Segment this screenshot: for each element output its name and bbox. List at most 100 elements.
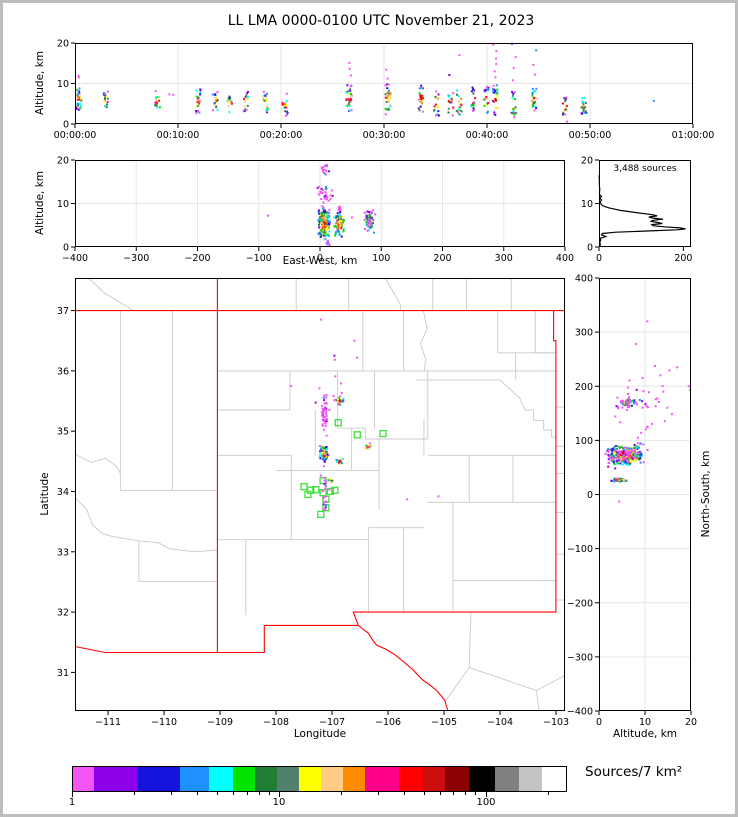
tick-label: 0 xyxy=(587,243,593,254)
map-panel: −111 −110 −109 −108 −107 −106 −105 −104 −103 31 32… xyxy=(57,277,569,728)
tick-label: 00:00:00 xyxy=(54,130,97,141)
colorbar-tick xyxy=(440,792,441,795)
colorbar-segment xyxy=(542,767,566,791)
state-border xyxy=(74,278,565,712)
ylabel-ns-height: North-South, km xyxy=(700,450,712,538)
colorbar-tick xyxy=(378,792,379,795)
scatter-points xyxy=(316,163,377,247)
tick-label: 0 xyxy=(596,717,602,728)
tick-label: −107 xyxy=(319,717,345,728)
tick-label: 200 xyxy=(575,382,593,393)
tick-label: −100 xyxy=(246,253,272,264)
tick-label: 400 xyxy=(556,253,574,264)
tick-label: −400 xyxy=(567,707,593,718)
colorbar-tick xyxy=(247,792,248,795)
colorbar-tick xyxy=(548,792,549,795)
station-markers xyxy=(300,419,387,519)
colorbar-segment xyxy=(422,767,446,791)
tick-label: 35 xyxy=(57,427,69,438)
tick-label: 20 xyxy=(57,156,69,167)
colorbar-tick xyxy=(486,792,487,797)
axis-ticks: 00:00:00 00:10:00 00:20:00 00:30:00 00:40:00… xyxy=(54,39,715,142)
sparse-dots xyxy=(266,214,353,219)
ylabel-ew-height-altitude: Altitude, km xyxy=(34,170,46,236)
colorbar-segment xyxy=(179,767,210,791)
colorbar-segment xyxy=(398,767,423,791)
tick-label: −108 xyxy=(263,717,289,728)
colorbar-tick xyxy=(465,792,466,795)
plot-canvas: 00:00:00 00:10:00 00:20:00 00:30:00 00:40:00… xyxy=(54,39,715,142)
tick-label: 0 xyxy=(587,490,593,501)
colorbar-segment xyxy=(364,767,399,791)
page-title: LL LMA 0000-0100 UTC November 21, 2023 xyxy=(227,13,535,29)
plot-canvas: 0 10 20 400 300 200 100 0 −100 −200 −300 −400 xyxy=(567,274,697,729)
sparse-dots xyxy=(618,320,692,503)
tick-label: −103 xyxy=(543,717,569,728)
county-lines xyxy=(74,277,566,712)
colorbar-tick xyxy=(475,792,476,795)
colorbar-label: Sources/7 km² xyxy=(585,764,683,780)
tick-label: 00:10:00 xyxy=(157,130,200,141)
colorbar-tick-label: 100 xyxy=(476,797,496,808)
xlabel-ns-height-altitude: Altitude, km xyxy=(612,728,678,740)
tick-label: 34 xyxy=(57,487,69,498)
colorbar-segment xyxy=(255,767,278,791)
tick-label: 400 xyxy=(575,274,593,285)
tick-label: 300 xyxy=(495,253,513,264)
colorbar-tick xyxy=(404,792,405,795)
gridlines xyxy=(599,278,691,711)
tick-label: −200 xyxy=(567,598,593,609)
tick-label: −110 xyxy=(151,717,177,728)
tick-label: 00:20:00 xyxy=(260,130,303,141)
tick-label: −100 xyxy=(567,544,593,555)
tick-label: 31 xyxy=(57,668,69,679)
tick-label: 100 xyxy=(575,436,593,447)
histogram-curve xyxy=(598,175,686,248)
tick-label: 0 xyxy=(63,243,69,254)
tick-label: 100 xyxy=(372,253,390,264)
tick-label: −111 xyxy=(95,717,121,728)
axis-ticks: −111 −110 −109 −108 −107 −106 −105 −104 −103 31 32… xyxy=(57,306,569,728)
tick-label: 20 xyxy=(685,717,697,728)
colorbar-tick xyxy=(134,792,135,795)
tick-label: 200 xyxy=(674,253,692,264)
tick-label: 0 xyxy=(317,253,323,264)
plot-canvas: 0 200 0 10 20 xyxy=(581,156,693,265)
scatter-points xyxy=(314,354,372,511)
tick-label: 300 xyxy=(575,328,593,339)
colorbar-tick xyxy=(72,792,73,797)
colorbar-segment xyxy=(342,767,365,791)
tick-label: 00:50:00 xyxy=(569,130,612,141)
tick-label: 10 xyxy=(581,199,593,210)
colorbar-segment xyxy=(299,767,321,791)
colorbar-tick xyxy=(171,792,172,795)
tick-label: 20 xyxy=(57,39,69,50)
ns-height-panel: 0 10 20 400 300 200 100 0 −100 −200 −300 −400 xyxy=(567,274,697,729)
tick-label: 36 xyxy=(57,366,69,377)
tick-label: −400 xyxy=(62,253,88,264)
colorbar-tick xyxy=(341,792,342,795)
scatter-points xyxy=(604,364,673,483)
tick-label: −300 xyxy=(123,253,149,264)
colorbar-segment xyxy=(137,767,180,791)
xlabel-map-longitude: Longitude xyxy=(293,728,347,740)
tick-label: −104 xyxy=(487,717,513,728)
source-count-annotation: 3,488 sources xyxy=(613,164,677,174)
tick-label: 37 xyxy=(57,306,69,317)
colorbar-segment xyxy=(495,767,520,791)
altitude-histogram-panel: 0 200 0 10 20 xyxy=(581,156,693,265)
colorbar-segment xyxy=(233,767,256,791)
colorbar-segment xyxy=(209,767,234,791)
colorbar-segment xyxy=(445,767,470,791)
ew-height-panel: −400 −300 −200 −100 0 100 200 300 400 0 10 20 xyxy=(57,156,574,265)
colorbar: 1 10 100 xyxy=(69,766,567,808)
colorbar-tick xyxy=(453,792,454,795)
tick-label: −109 xyxy=(207,717,233,728)
tick-label: −106 xyxy=(375,717,401,728)
plot-canvas: −111 −110 −109 −108 −107 −106 −105 −104 −103 31 32… xyxy=(57,277,569,728)
tick-label: −105 xyxy=(431,717,457,728)
tick-label: −300 xyxy=(567,652,593,663)
ylabel-map-latitude: Latitude xyxy=(39,472,51,516)
tick-label: −200 xyxy=(184,253,210,264)
